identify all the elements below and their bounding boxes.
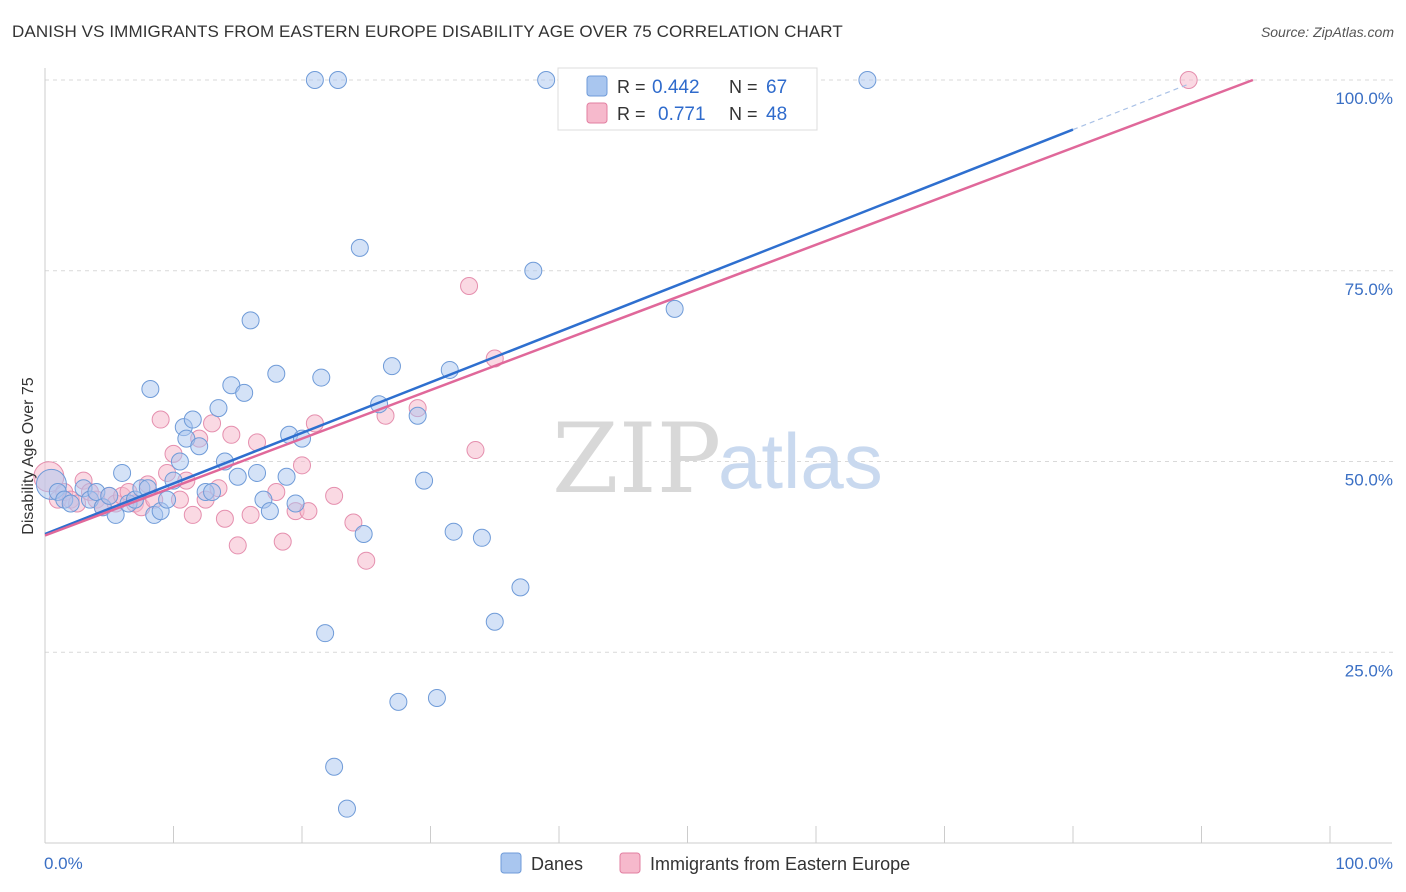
data-point-danes	[472, 528, 491, 547]
data-point-danes	[382, 357, 401, 376]
watermark-zip: ZIP	[552, 403, 721, 515]
y-tick-label: 50.0%	[1345, 471, 1393, 490]
data-point-immigrants	[293, 456, 311, 475]
legend-n-immigrants: 48	[766, 104, 787, 125]
legend-r-label: R =	[617, 104, 646, 124]
data-point-danes	[235, 383, 254, 402]
data-point-danes	[286, 494, 305, 513]
data-point-danes	[183, 410, 202, 429]
trendline-immigrants	[44, 78, 1254, 537]
data-point-immigrants	[151, 410, 170, 429]
data-point-danes	[190, 437, 209, 456]
x-tick-label: 100.0%	[1335, 854, 1393, 873]
data-point-immigrants	[203, 414, 222, 433]
data-point-danes	[427, 689, 446, 708]
data-point-immigrants	[183, 505, 202, 524]
gridlines	[45, 79, 1393, 653]
trendlines	[44, 78, 1254, 537]
data-point-immigrants	[357, 551, 376, 570]
data-point-danes	[350, 238, 369, 257]
legend-r-immigrants: 0.771	[658, 104, 706, 125]
axes	[44, 68, 1392, 844]
data-point-danes	[305, 71, 324, 89]
data-point-immigrants	[222, 425, 241, 444]
data-point-danes	[511, 578, 530, 597]
legend-n-label: N =	[729, 77, 758, 97]
data-point-immigrants	[273, 532, 292, 551]
data-point-danes	[485, 612, 504, 631]
data-point-immigrants	[344, 513, 363, 532]
data-point-danes	[444, 522, 463, 541]
data-point-danes	[312, 368, 331, 387]
legend-r-label: R =	[617, 77, 646, 97]
data-point-danes	[241, 311, 260, 330]
data-point-danes	[113, 463, 132, 482]
data-point-danes	[325, 757, 344, 776]
data-point-danes	[337, 799, 356, 818]
data-point-danes	[354, 524, 373, 543]
data-point-danes	[141, 380, 160, 399]
data-point-danes	[248, 463, 267, 482]
data-point-danes	[228, 467, 247, 486]
data-point-danes	[260, 502, 279, 521]
data-point-immigrants	[466, 441, 485, 460]
bottom-legend-immigrants: Immigrants from Eastern Europe	[650, 854, 910, 874]
y-tick-label: 100.0%	[1335, 89, 1393, 108]
series-legend: Danes Immigrants from Eastern Europe	[500, 852, 910, 874]
stats-legend: R = 0.442 N = 67 R = 0.771 N = 48	[557, 67, 818, 131]
data-point-danes	[267, 364, 286, 383]
data-point-immigrants	[325, 486, 344, 505]
data-point-danes	[203, 483, 222, 502]
data-point-danes	[61, 494, 80, 513]
trendline-danes-extension	[1072, 83, 1189, 131]
tick-labels: 25.0% 50.0% 75.0% 100.0% 0.0% 100.0%	[44, 89, 1393, 873]
bottom-legend-danes: Danes	[531, 854, 583, 874]
data-point-danes	[170, 452, 189, 471]
source-credit: Source: ZipAtlas.com	[1260, 24, 1394, 40]
y-tick-label: 25.0%	[1345, 661, 1393, 680]
y-axis-title: Disability Age Over 75	[20, 377, 37, 535]
data-point-immigrants	[228, 536, 247, 555]
watermark-atlas: atlas	[718, 417, 883, 505]
bottom-legend-swatch-immigrants	[619, 852, 641, 874]
data-point-danes	[328, 71, 347, 89]
data-point-immigrants	[241, 505, 260, 524]
data-point-danes	[408, 406, 427, 425]
y-tick-label: 75.0%	[1345, 280, 1393, 299]
legend-swatch-immigrants	[586, 102, 608, 124]
data-point-danes	[389, 692, 408, 711]
legend-n-label: N =	[729, 104, 758, 124]
data-point-danes	[316, 624, 335, 643]
data-point-danes	[665, 299, 684, 318]
watermark: ZIP atlas	[552, 403, 883, 515]
chart-title: DANISH VS IMMIGRANTS FROM EASTERN EUROPE…	[12, 22, 843, 41]
data-point-danes	[537, 71, 556, 89]
data-point-danes	[415, 471, 434, 490]
data-point-immigrants	[460, 277, 479, 296]
trendline-danes	[44, 128, 1074, 536]
data-point-danes	[858, 71, 877, 89]
data-point-immigrants	[215, 509, 234, 528]
x-tick-label: 0.0%	[44, 854, 83, 873]
legend-r-danes: 0.442	[652, 77, 700, 98]
data-point-immigrants	[1179, 71, 1198, 89]
legend-swatch-danes	[586, 75, 608, 97]
bottom-legend-swatch-danes	[500, 852, 522, 874]
data-point-danes	[524, 261, 543, 280]
data-point-danes	[158, 490, 177, 509]
legend-n-danes: 67	[766, 77, 787, 98]
data-point-danes	[277, 467, 296, 486]
data-point-danes	[100, 486, 119, 505]
data-point-danes	[209, 399, 228, 418]
